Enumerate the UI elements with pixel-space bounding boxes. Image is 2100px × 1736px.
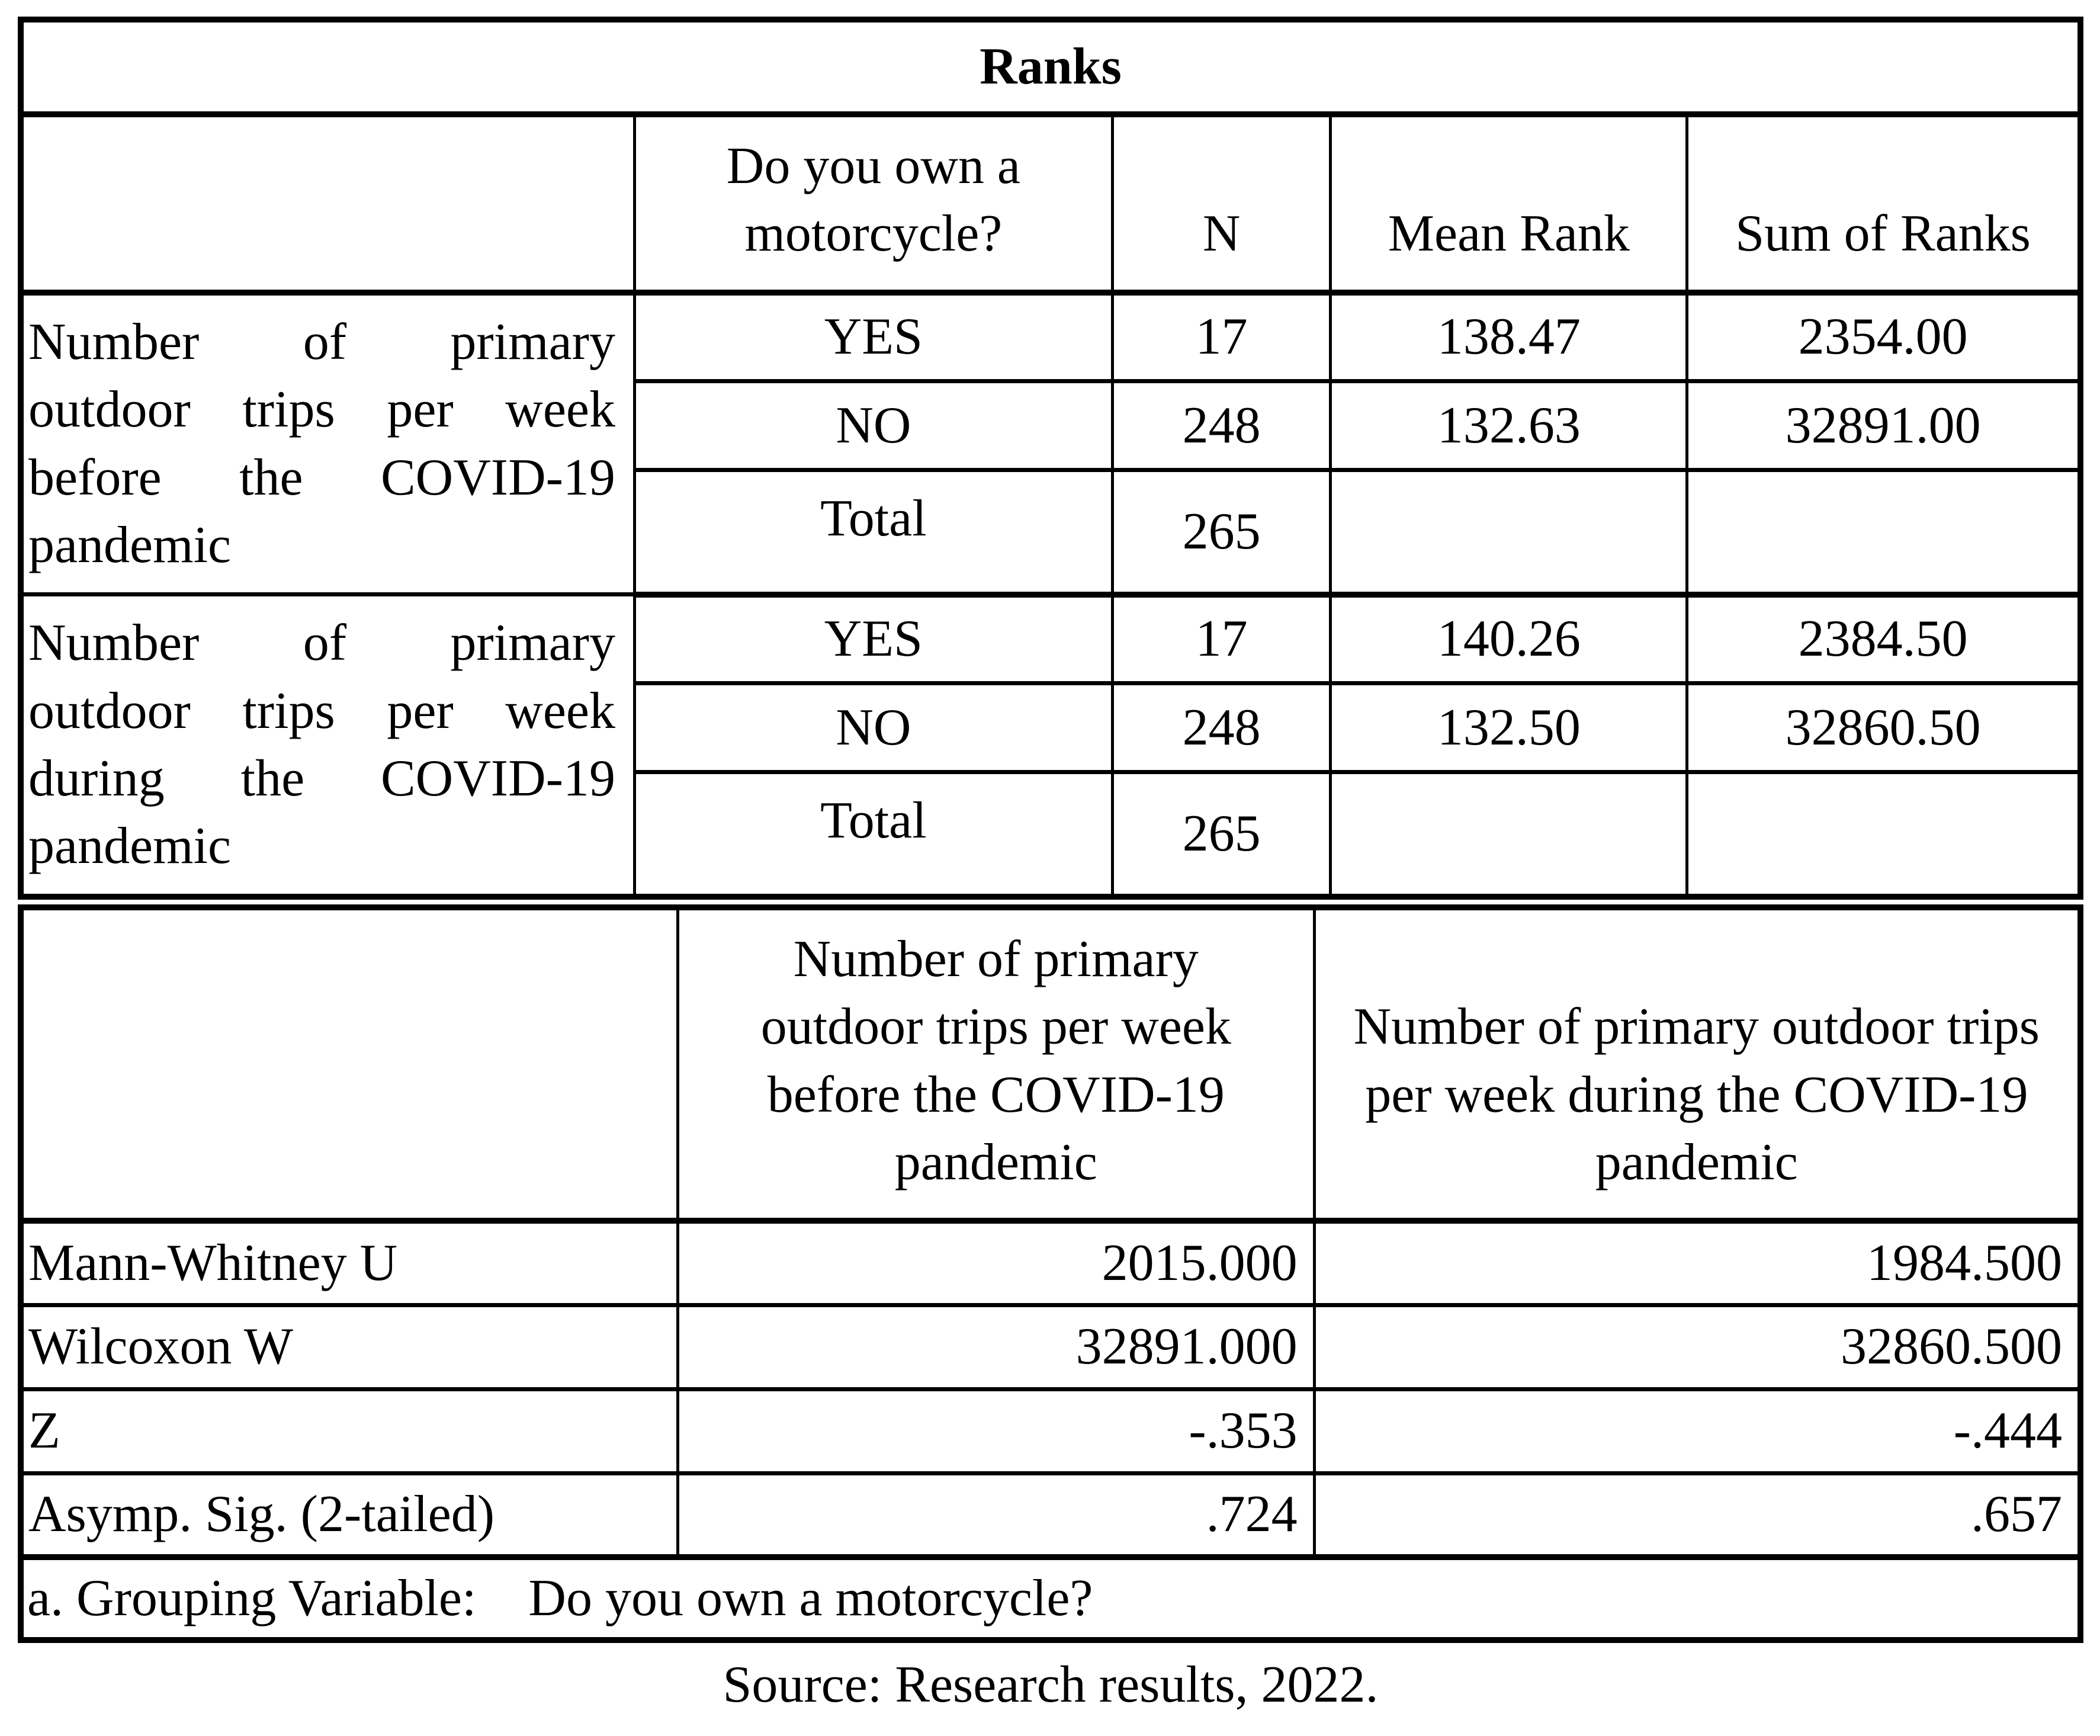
cell-n: 17 [1110,593,1332,686]
stat-value-before: 2015.000 [676,1219,1316,1307]
table-row: Wilcoxon W 32891.000 32860.500 [19,1303,2082,1391]
cell-mean-rank-empty [1329,771,1689,899]
cell-group-total: Total [632,469,1114,598]
table-row: Total 265 [21,469,2082,598]
table-row: Total 265 [21,771,2082,899]
cell-sum-of-ranks: 2354.00 [1685,291,2082,384]
column-header-before-pandemic: Number of primary outdoor trips per week… [676,906,1316,1224]
cell-n: 17 [1110,291,1332,384]
column-header-sum-of-ranks: Sum of Ranks [1685,113,2082,296]
stat-value-before: 32891.000 [676,1303,1316,1391]
column-header-n: N [1110,113,1332,296]
table-row: Number of primary outdoor trips per week… [19,291,2082,597]
cell-group-yes: YES [632,593,1114,686]
cell-n: 248 [1110,380,1332,473]
stat-label-mann-whitney-u: Mann-Whitney U [19,1219,679,1307]
stat-value-during: 1984.500 [1312,1219,2082,1307]
table-row: Ranks [19,18,2082,117]
cell-mean-rank: 132.63 [1329,380,1689,473]
table-row: Z -.353 -.444 [19,1387,2082,1475]
cell-group-total: Total [632,771,1114,899]
cell-sum-of-ranks: 2384.50 [1685,593,2082,686]
cell-n: 248 [1110,682,1332,775]
stat-value-before: .724 [676,1471,1316,1559]
stat-label-asymp-sig: Asymp. Sig. (2-tailed) [19,1471,679,1559]
corner-cell-empty [19,906,679,1224]
row-label-before-pandemic: Number of primary outdoor trips per week… [19,291,636,597]
column-header-grouping-variable: Do you own a motorcycle? [632,113,1114,296]
table-row: Do you own a motorcycle? N Mean Rank Sum… [19,113,2082,296]
ranks-table: Ranks Do you own a motorcycle? N Mean Ra… [18,17,2083,900]
cell-sum-of-ranks: 32891.00 [1685,380,2082,473]
table-row: Mann-Whitney U 2015.000 1984.500 [19,1219,2082,1307]
grouping-variable-footnote: a. Grouping Variable: Do you own a motor… [19,1554,2082,1642]
column-header-mean-rank: Mean Rank [1329,113,1689,296]
cell-sum-of-ranks-empty [1685,771,2082,899]
corner-cell-empty [19,113,636,296]
source-note: Source: Research results, 2022. [723,1656,1379,1714]
table-row: NO 248 132.50 32860.50 [21,682,2082,775]
table-row: NO 248 132.63 32891.00 [21,380,2082,473]
test-statistics-table: Number of primary outdoor trips per week… [18,904,2083,1644]
cell-mean-rank: 140.26 [1329,593,1689,686]
table-row: a. Grouping Variable: Do you own a motor… [19,1554,2082,1642]
table-row: Number of primary outdoor trips per week… [19,593,2082,899]
cell-sum-of-ranks: 32860.50 [1685,682,2082,775]
cell-mean-rank-empty [1329,469,1689,598]
cell-n: 265 [1110,771,1332,899]
stat-value-before: -.353 [676,1387,1316,1475]
stat-value-during: -.444 [1312,1387,2082,1475]
stat-value-during: 32860.500 [1312,1303,2082,1391]
stat-label-z: Z [19,1387,679,1475]
stat-label-wilcoxon-w: Wilcoxon W [19,1303,679,1391]
cell-mean-rank: 132.50 [1329,682,1689,775]
stat-value-during: .657 [1312,1471,2082,1559]
table-row: Asymp. Sig. (2-tailed) .724 .657 [19,1471,2082,1559]
ranks-table-title: Ranks [19,18,2082,117]
cell-group-no: NO [632,380,1114,473]
cell-group-no: NO [632,682,1114,775]
cell-sum-of-ranks-empty [1685,469,2082,598]
row-label-during-pandemic: Number of primary outdoor trips per week… [19,593,636,899]
cell-mean-rank: 138.47 [1329,291,1689,384]
cell-n: 265 [1110,469,1332,598]
cell-group-yes: YES [632,291,1114,384]
table-row: Number of primary outdoor trips per week… [19,906,2082,1224]
column-header-during-pandemic: Number of primary outdoor trips per week… [1312,906,2082,1224]
